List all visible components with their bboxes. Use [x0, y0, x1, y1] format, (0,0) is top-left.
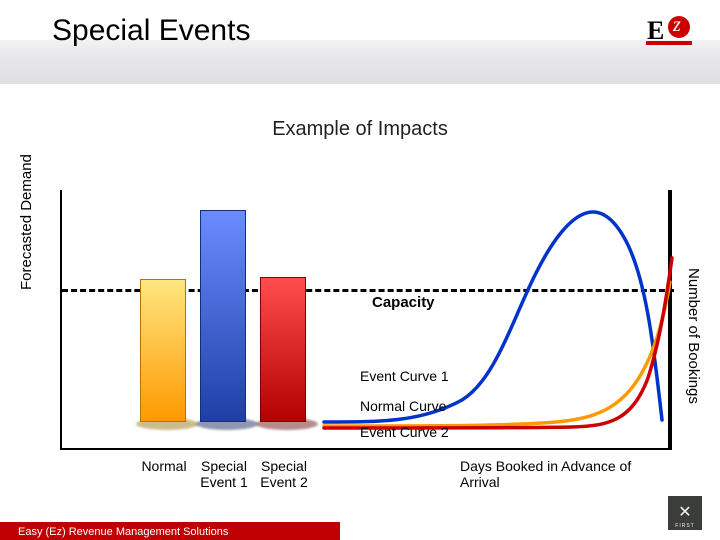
slide-root: Special Events E Example of Impacts Fore… [0, 0, 720, 540]
y-axis-label-left: Forecasted Demand [18, 154, 35, 290]
chart-area: Capacity Days Booked in Advance of Arriv… [60, 190, 672, 450]
legend-normal: Normal Curve [360, 398, 446, 414]
bar-special1 [200, 210, 246, 422]
curve-event1 [324, 212, 662, 422]
corner-logo: ✕ FIRST [668, 496, 702, 530]
xlabel-normal: Normal [132, 458, 196, 474]
xlabel-special2: Special Event 2 [252, 458, 316, 490]
x-axis-days-label: Days Booked in Advance of Arrival [460, 458, 668, 490]
footer-text: Easy (Ez) Revenue Management Solutions [18, 526, 228, 538]
corner-logo-text: FIRST [675, 523, 694, 529]
slide-title: Special Events [52, 14, 250, 48]
capacity-label: Capacity [372, 294, 435, 311]
legend-event2: Event Curve 2 [360, 424, 449, 440]
xlabel-special1: Special Event 1 [192, 458, 256, 490]
slide-subtitle: Example of Impacts [0, 118, 720, 141]
brand-logo: E [646, 18, 694, 48]
bird-icon: ✕ [678, 505, 691, 521]
bar-normal [140, 279, 186, 422]
logo-z-badge [668, 16, 690, 38]
y-axis-label-right: Number of Bookings [685, 268, 702, 404]
bar-special2 [260, 277, 306, 422]
legend-event1: Event Curve 1 [360, 368, 449, 384]
logo-underline [646, 41, 692, 45]
